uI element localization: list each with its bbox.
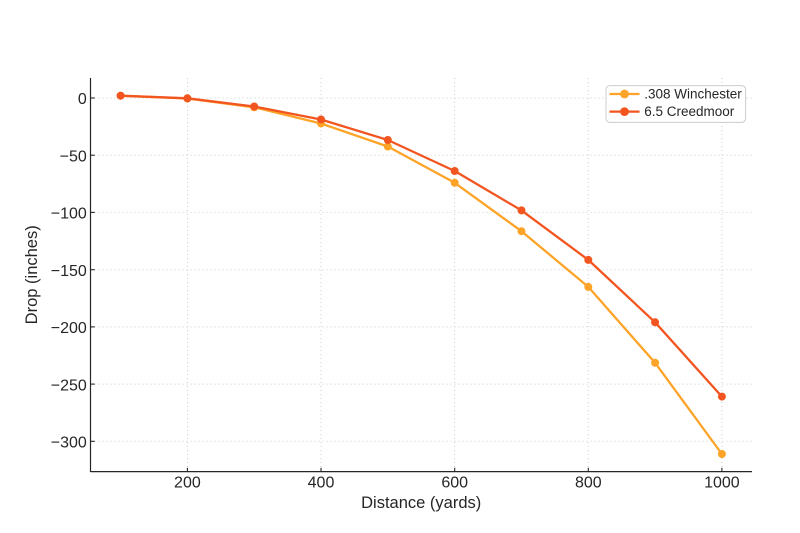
svg-text:800: 800 (575, 475, 602, 492)
svg-text:−250: −250 (51, 377, 87, 394)
svg-text:6.5 Creedmoor: 6.5 Creedmoor (644, 104, 735, 119)
svg-text:−150: −150 (51, 263, 87, 280)
svg-text:−200: −200 (51, 320, 87, 337)
svg-text:Distance (yards): Distance (yards) (361, 494, 481, 512)
svg-text:0: 0 (78, 91, 87, 108)
svg-text:600: 600 (441, 475, 468, 492)
svg-text:Drop (inches): Drop (inches) (23, 225, 41, 324)
svg-text:400: 400 (308, 475, 335, 492)
svg-text:.308 Winchester: .308 Winchester (644, 87, 742, 102)
svg-text:1000: 1000 (704, 475, 740, 492)
svg-text:200: 200 (174, 475, 201, 492)
svg-text:−50: −50 (60, 148, 87, 165)
svg-text:−100: −100 (51, 206, 87, 223)
svg-text:−300: −300 (51, 435, 87, 452)
